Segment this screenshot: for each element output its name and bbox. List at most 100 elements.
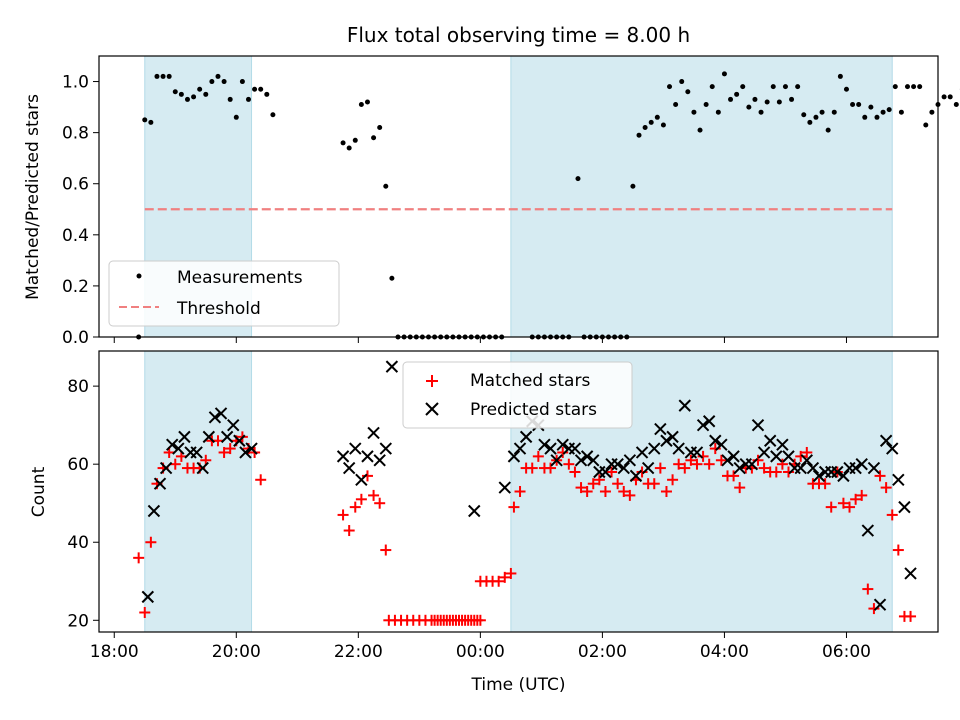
y-tick-label: 0.6 [62,175,89,195]
predicted-star-point [538,438,551,451]
predicted-star-point [831,465,844,479]
measurement-point [898,109,904,115]
x-tick-label: 04:00 [700,642,749,662]
predicted-star-point [617,461,630,475]
predicted-star-point [861,524,875,537]
matched-star-point [505,567,517,579]
predicted-star-point [361,450,374,463]
predicted-star-point [727,450,740,463]
matched-star-point [224,443,236,455]
matched-star-point [343,525,355,537]
matched-star-point [599,486,611,497]
y-tick-label: 20 [67,611,89,631]
matched-star-point [636,466,648,478]
predicted-star-point [751,418,765,432]
predicted-star-point [879,434,893,447]
matched-star-point [703,458,715,470]
predicted-star-point [782,450,795,463]
predicted-star-point [574,454,588,467]
x-tick-label: 06:00 [822,642,871,662]
predicted-star-point [544,442,557,455]
x-tick-label: 20:00 [212,642,261,662]
predicted-star-point [800,454,814,467]
predicted-star-point [208,411,222,424]
matched-star-point [758,462,770,474]
measurement-point [886,107,892,113]
matched-star-point [868,603,880,615]
matched-star-point [612,478,624,490]
measurement-point [148,119,154,125]
measurement-point [764,99,770,105]
matched-star-point [471,614,483,626]
matched-star-point [349,501,361,513]
predicted-star-point [599,465,612,479]
matched-star-point [886,509,898,521]
predicted-star-point [178,430,191,444]
matched-star-point [532,450,544,462]
matched-star-point [508,501,520,513]
predicted-star-point [715,438,728,451]
count-legend: Matched stars Predicted stars [402,361,633,429]
measurement-point [667,84,673,90]
measurement-point [685,89,691,95]
matched-star-point [374,497,386,509]
matched-star-point [169,458,181,470]
matched-star-point [593,474,605,486]
matched-star-point [679,462,691,474]
predicted-star-point [568,442,582,455]
measurement-point [880,109,886,115]
predicted-star-point [153,477,167,490]
legend-matched-marker [426,375,438,387]
matched-star-point [660,486,672,497]
measurement-point [843,86,849,92]
measurement-point [831,109,837,115]
predicted-star-point [214,407,228,420]
matched-star-point [499,571,511,583]
measurement-point [697,127,703,133]
ratio-legend: Measurements Threshold [108,260,340,327]
measurement-point [734,91,740,97]
measurement-point [642,125,648,131]
predicted-star-point [635,446,649,459]
legend-measurements-marker [136,273,142,279]
x-tick-label: 00:00 [456,642,505,662]
predicted-star-point [702,415,716,428]
measurement-point [941,94,947,100]
measurement-point [770,84,776,90]
matched-star-point [526,462,538,474]
measurement-point [371,135,377,141]
predicted-star-point [379,442,392,455]
count-x-ticks: 18:00 20:00 22:00 00:00 02:00 04:00 06:00 [90,632,871,662]
measurement-point [691,109,697,115]
matched-star-point [355,493,367,505]
count-legend-box [402,361,633,429]
matched-star-point [783,466,795,478]
measurement-point [245,96,251,102]
predicted-star-point [855,457,868,471]
measurement-point [728,96,734,102]
predicted-star-point [342,461,356,475]
predicted-star-point [690,446,704,459]
measurement-point [874,114,880,120]
measurement-point [709,84,715,90]
predicted-star-point [190,446,203,459]
measurement-point [825,127,831,133]
matched-star-point [880,482,892,494]
predicted-star-point [770,450,783,463]
predicted-star-point [550,454,563,467]
matched-star-point [581,486,593,497]
measurement-point [575,176,581,182]
measurement-point [911,84,917,90]
predicted-star-point [763,434,777,447]
predicted-star-point [349,442,362,455]
measurement-point [703,102,709,108]
measurement-point [789,96,795,102]
matched-star-point [825,501,837,513]
matched-star-point [776,458,788,470]
measurement-point [923,122,929,128]
measurement-point [203,91,209,97]
y-tick-label: 80 [67,377,89,397]
measurement-point [178,91,184,97]
predicted-star-point [904,567,917,580]
predicted-star-point [794,461,807,475]
